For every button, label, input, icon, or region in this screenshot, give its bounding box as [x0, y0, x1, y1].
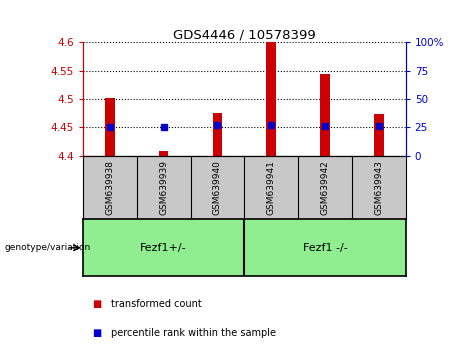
- Bar: [159, 151, 168, 156]
- Bar: [266, 42, 276, 156]
- Bar: [374, 114, 384, 156]
- Bar: [213, 113, 222, 156]
- Title: GDS4446 / 10578399: GDS4446 / 10578399: [173, 28, 316, 41]
- Text: Fezf1 -/-: Fezf1 -/-: [302, 243, 348, 253]
- Text: ■: ■: [92, 328, 101, 338]
- Text: GSM639939: GSM639939: [159, 160, 168, 215]
- Bar: [105, 98, 115, 156]
- Bar: [320, 74, 330, 156]
- Text: percentile rank within the sample: percentile rank within the sample: [111, 328, 276, 338]
- Text: Fezf1+/-: Fezf1+/-: [140, 243, 187, 253]
- Text: ■: ■: [92, 299, 101, 309]
- Text: GSM639941: GSM639941: [267, 160, 276, 215]
- Text: transformed count: transformed count: [111, 299, 201, 309]
- Text: genotype/variation: genotype/variation: [5, 243, 91, 252]
- Text: GSM639940: GSM639940: [213, 160, 222, 215]
- Text: GSM639938: GSM639938: [106, 160, 114, 215]
- Text: GSM639942: GSM639942: [320, 160, 330, 215]
- Text: GSM639943: GSM639943: [374, 160, 383, 215]
